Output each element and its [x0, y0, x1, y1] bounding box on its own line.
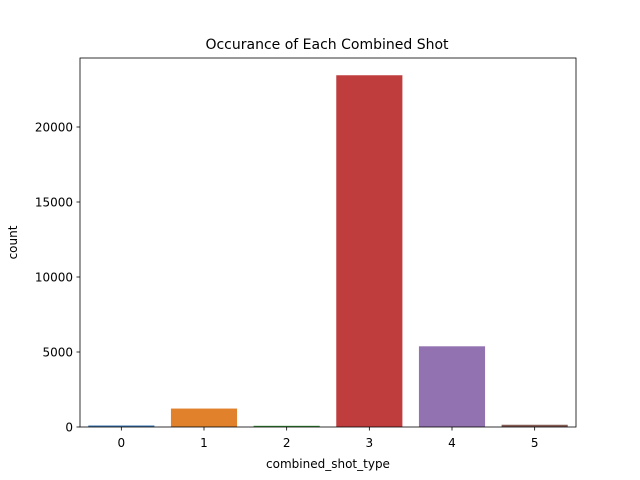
- chart-title: Occurance of Each Combined Shot: [205, 37, 449, 53]
- x-axis-label: combined_shot_type: [266, 457, 390, 471]
- bars-group: [88, 75, 568, 427]
- y-tick-label: 5000: [42, 346, 73, 360]
- y-tick-label: 20000: [35, 121, 73, 135]
- bar-5: [501, 424, 568, 427]
- x-tick-label: 1: [200, 436, 208, 450]
- x-tick-label: 4: [448, 436, 456, 450]
- x-tick-label: 3: [366, 436, 374, 450]
- y-tick-label: 0: [65, 421, 73, 435]
- x-tick-label: 5: [531, 436, 539, 450]
- x-axis-ticks: 0 1 2 3 4 5: [118, 427, 539, 450]
- y-axis-label: count: [6, 225, 20, 259]
- bar-1: [170, 408, 238, 427]
- bar-2: [253, 425, 320, 427]
- bar-3: [336, 75, 403, 427]
- y-tick-label: 10000: [35, 271, 73, 285]
- bar-4: [418, 346, 486, 427]
- x-tick-label: 2: [283, 436, 291, 450]
- x-tick-label: 0: [118, 436, 126, 450]
- y-axis-ticks: 0 5000 10000 15000 20000: [35, 121, 80, 435]
- plot-frame: [79, 57, 577, 428]
- bar-0: [88, 425, 155, 427]
- y-tick-label: 15000: [35, 196, 73, 210]
